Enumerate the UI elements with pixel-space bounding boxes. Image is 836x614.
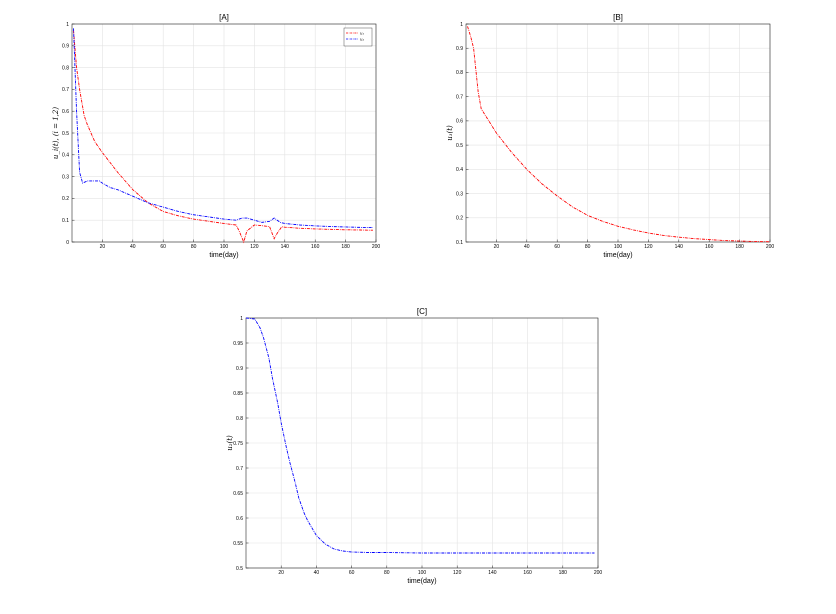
chart-b: 20 40 60 80 100 120 140 160 180 200 0.1 0.2 0.3 0.4 0.… [446, 13, 774, 259]
x-tick-label: 140 [675, 244, 684, 250]
x-tick-label: 180 [735, 244, 744, 250]
y-tick-label: 0.75 [233, 441, 243, 447]
series-line-1 [73, 30, 373, 244]
y-tick-label: 0.7 [62, 87, 69, 93]
x-tick-label: 80 [191, 244, 197, 250]
legend-box [343, 27, 373, 47]
x-tick-label: 60 [554, 244, 560, 250]
chart-title: [A] [219, 13, 229, 22]
y-tick-label: 0.5 [456, 143, 463, 149]
legend-entry: u₁ [360, 31, 365, 36]
x-tick-label: 40 [314, 570, 320, 576]
y-tick-label: 0.65 [233, 491, 243, 497]
y-axis-label: u₂(t) [226, 435, 234, 451]
y-tick-label: 0.55 [233, 541, 243, 547]
series-line-2 [73, 28, 373, 229]
y-tick-label: 0.8 [62, 65, 69, 71]
x-tick-label: 160 [705, 244, 714, 250]
x-tick-label: 100 [220, 244, 229, 250]
series-line-1 [245, 317, 595, 554]
y-tick-label: 0.6 [236, 516, 243, 522]
x-tick-label: 100 [418, 570, 427, 576]
x-tick-label: 200 [372, 244, 381, 250]
chart-title: [C] [417, 307, 427, 316]
x-axis-label: time(day) [407, 578, 436, 585]
y-tick-label: 1 [66, 22, 69, 28]
x-tick-label: 120 [644, 244, 653, 250]
y-tick-label: 0.7 [236, 466, 243, 472]
x-tick-label: 160 [523, 570, 532, 576]
x-tick-label: 120 [453, 570, 462, 576]
chart-a: 20 40 60 80 100 120 140 160 180 200 0 0.1 0.2 0.3 0.4 0… [52, 13, 380, 259]
x-tick-label: 40 [130, 244, 136, 250]
y-tick-label: 0.95 [233, 341, 243, 347]
x-tick-label: 180 [559, 570, 568, 576]
x-tick-label: 160 [311, 244, 320, 250]
y-tick-label: 0.3 [62, 174, 69, 180]
y-tick-label: 0.2 [62, 196, 69, 202]
y-tick-label: 1 [460, 22, 463, 28]
x-tick-label: 100 [614, 244, 623, 250]
x-tick-label: 140 [281, 244, 290, 250]
y-axis-label: u_i(t), (i = 1,2) [52, 107, 60, 159]
y-tick-label: 0.2 [456, 216, 463, 222]
y-tick-label: 0.3 [456, 191, 463, 197]
y-axis-label: u₁(t) [446, 125, 454, 141]
y-tick-label: 0.6 [456, 119, 463, 125]
y-tick-label: 0.6 [62, 109, 69, 115]
x-tick-label: 200 [766, 244, 775, 250]
y-tick-label: 0.9 [456, 46, 463, 52]
y-tick-label: 0.9 [236, 366, 243, 372]
series-line-1 [467, 26, 771, 243]
x-tick-label: 200 [594, 570, 603, 576]
x-tick-label: 80 [585, 244, 591, 250]
y-tick-label: 0.8 [236, 416, 243, 422]
x-tick-label: 180 [341, 244, 350, 250]
x-tick-label: 20 [494, 244, 500, 250]
x-tick-label: 60 [349, 570, 355, 576]
x-tick-label: 60 [160, 244, 166, 250]
x-axis-label: time(day) [209, 252, 238, 259]
legend-entry: u₂ [360, 37, 365, 42]
y-tick-label: 0.5 [236, 566, 243, 572]
y-tick-label: 1 [240, 316, 243, 322]
x-tick-label: 120 [250, 244, 259, 250]
y-tick-label: 0.4 [62, 153, 69, 159]
x-tick-label: 80 [384, 570, 390, 576]
y-tick-label: 0 [66, 240, 69, 246]
chart-title: [B] [613, 13, 623, 22]
x-tick-label: 20 [278, 570, 284, 576]
y-tick-label: 0.9 [62, 44, 69, 50]
x-tick-label: 40 [524, 244, 530, 250]
y-tick-label: 0.4 [456, 167, 463, 173]
y-tick-label: 0.5 [62, 131, 69, 137]
y-tick-label: 0.1 [456, 240, 463, 246]
y-tick-label: 0.1 [62, 218, 69, 224]
y-tick-label: 0.85 [233, 391, 243, 397]
x-tick-label: 20 [100, 244, 106, 250]
y-tick-label: 0.7 [456, 94, 463, 100]
y-tick-label: 0.8 [456, 70, 463, 76]
chart-c: 20 40 60 80 100 120 140 160 180 200 0.5 0.55 0.6 0.65… [226, 307, 602, 585]
x-tick-label: 140 [488, 570, 497, 576]
x-axis-label: time(day) [603, 252, 632, 259]
